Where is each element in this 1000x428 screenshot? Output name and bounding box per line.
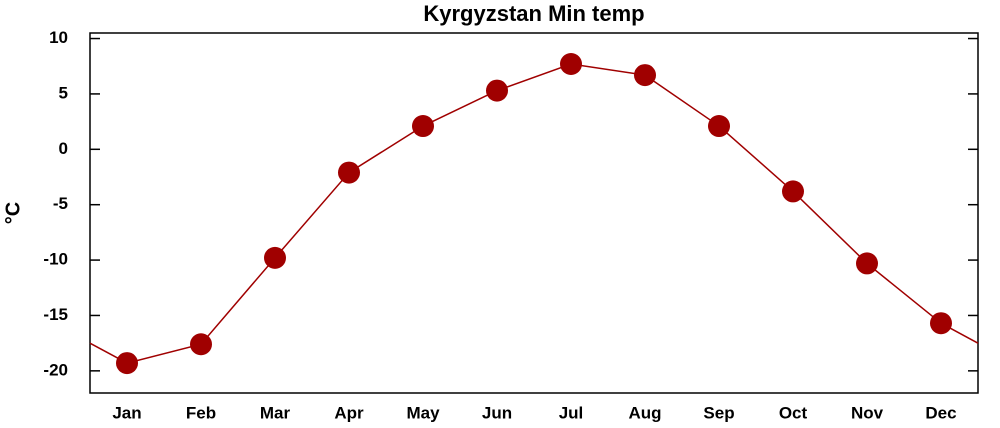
x-tick-label: Dec xyxy=(925,403,956,422)
y-tick-label: -5 xyxy=(53,194,68,213)
data-point xyxy=(264,246,286,269)
x-tick-label: Mar xyxy=(260,403,291,422)
x-tick-label: Jan xyxy=(112,403,141,422)
x-tick-label: Jul xyxy=(559,403,584,422)
x-tick-label: Sep xyxy=(703,403,734,422)
y-tick-label: 0 xyxy=(59,139,68,158)
data-point xyxy=(856,252,878,275)
data-point xyxy=(634,64,656,87)
data-point xyxy=(412,115,434,138)
data-point xyxy=(486,79,508,102)
data-point xyxy=(190,333,212,356)
chart-title: Kyrgyzstan Min temp xyxy=(423,1,644,26)
x-tick-label: Nov xyxy=(851,403,884,422)
x-tick-label: Apr xyxy=(334,403,364,422)
data-point xyxy=(338,161,360,184)
y-axis-label: °C xyxy=(2,202,24,224)
y-tick-label: 10 xyxy=(49,28,68,47)
data-point xyxy=(930,312,952,335)
data-point xyxy=(782,180,804,203)
y-tick-label: -15 xyxy=(43,305,68,324)
x-tick-label: Aug xyxy=(628,403,661,422)
y-tick-label: -20 xyxy=(43,360,68,379)
data-point xyxy=(708,115,730,138)
y-tick-label: 5 xyxy=(59,83,68,102)
data-point xyxy=(560,53,582,76)
series-line xyxy=(126,63,942,364)
data-point xyxy=(116,352,138,375)
x-tick-label: Feb xyxy=(186,403,216,422)
x-tick-label: Jun xyxy=(482,403,512,422)
x-tick-label: Oct xyxy=(779,403,808,422)
plot-frame xyxy=(89,32,979,394)
x-tick-label: May xyxy=(406,403,440,422)
y-tick-label: -10 xyxy=(43,250,68,269)
